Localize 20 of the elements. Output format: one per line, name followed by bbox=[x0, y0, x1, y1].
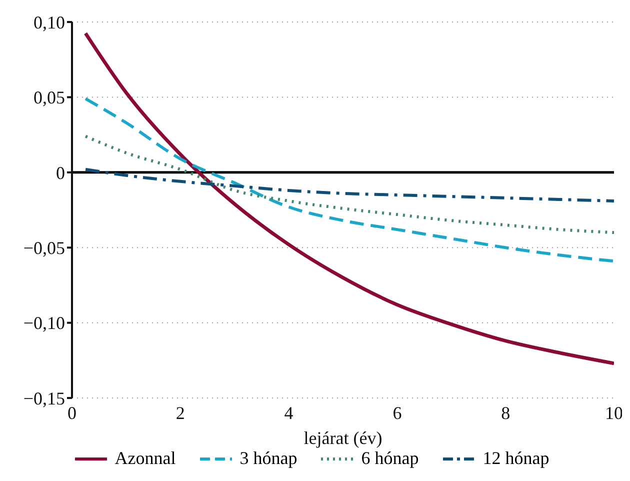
legend-label: 12 hónap bbox=[482, 448, 550, 469]
x-tick-label: 4 bbox=[284, 402, 294, 423]
x-tick-label: 2 bbox=[176, 402, 185, 423]
y-tick-label: −0,10 bbox=[23, 313, 65, 334]
line-series bbox=[84, 134, 614, 234]
line-series bbox=[84, 97, 614, 263]
y-tick-label: 0,05 bbox=[34, 88, 65, 108]
y-tick-label: 0 bbox=[56, 162, 65, 183]
y-tick-label: −0,05 bbox=[23, 238, 65, 258]
legend-label: 3 hónap bbox=[240, 448, 298, 469]
line-series bbox=[84, 168, 614, 202]
x-axis-title: lejárat (év) bbox=[304, 428, 382, 448]
x-tick-label: 6 bbox=[392, 402, 402, 423]
legend-label: Azonnal bbox=[114, 448, 176, 469]
x-tick-label: 10 bbox=[605, 402, 623, 423]
line-series bbox=[84, 32, 614, 366]
legend-label: 6 hónap bbox=[361, 448, 419, 469]
x-tick-label: 8 bbox=[501, 402, 510, 423]
y-tick-label: 0,10 bbox=[34, 12, 65, 32]
y-tick-label: −0,15 bbox=[23, 388, 65, 408]
